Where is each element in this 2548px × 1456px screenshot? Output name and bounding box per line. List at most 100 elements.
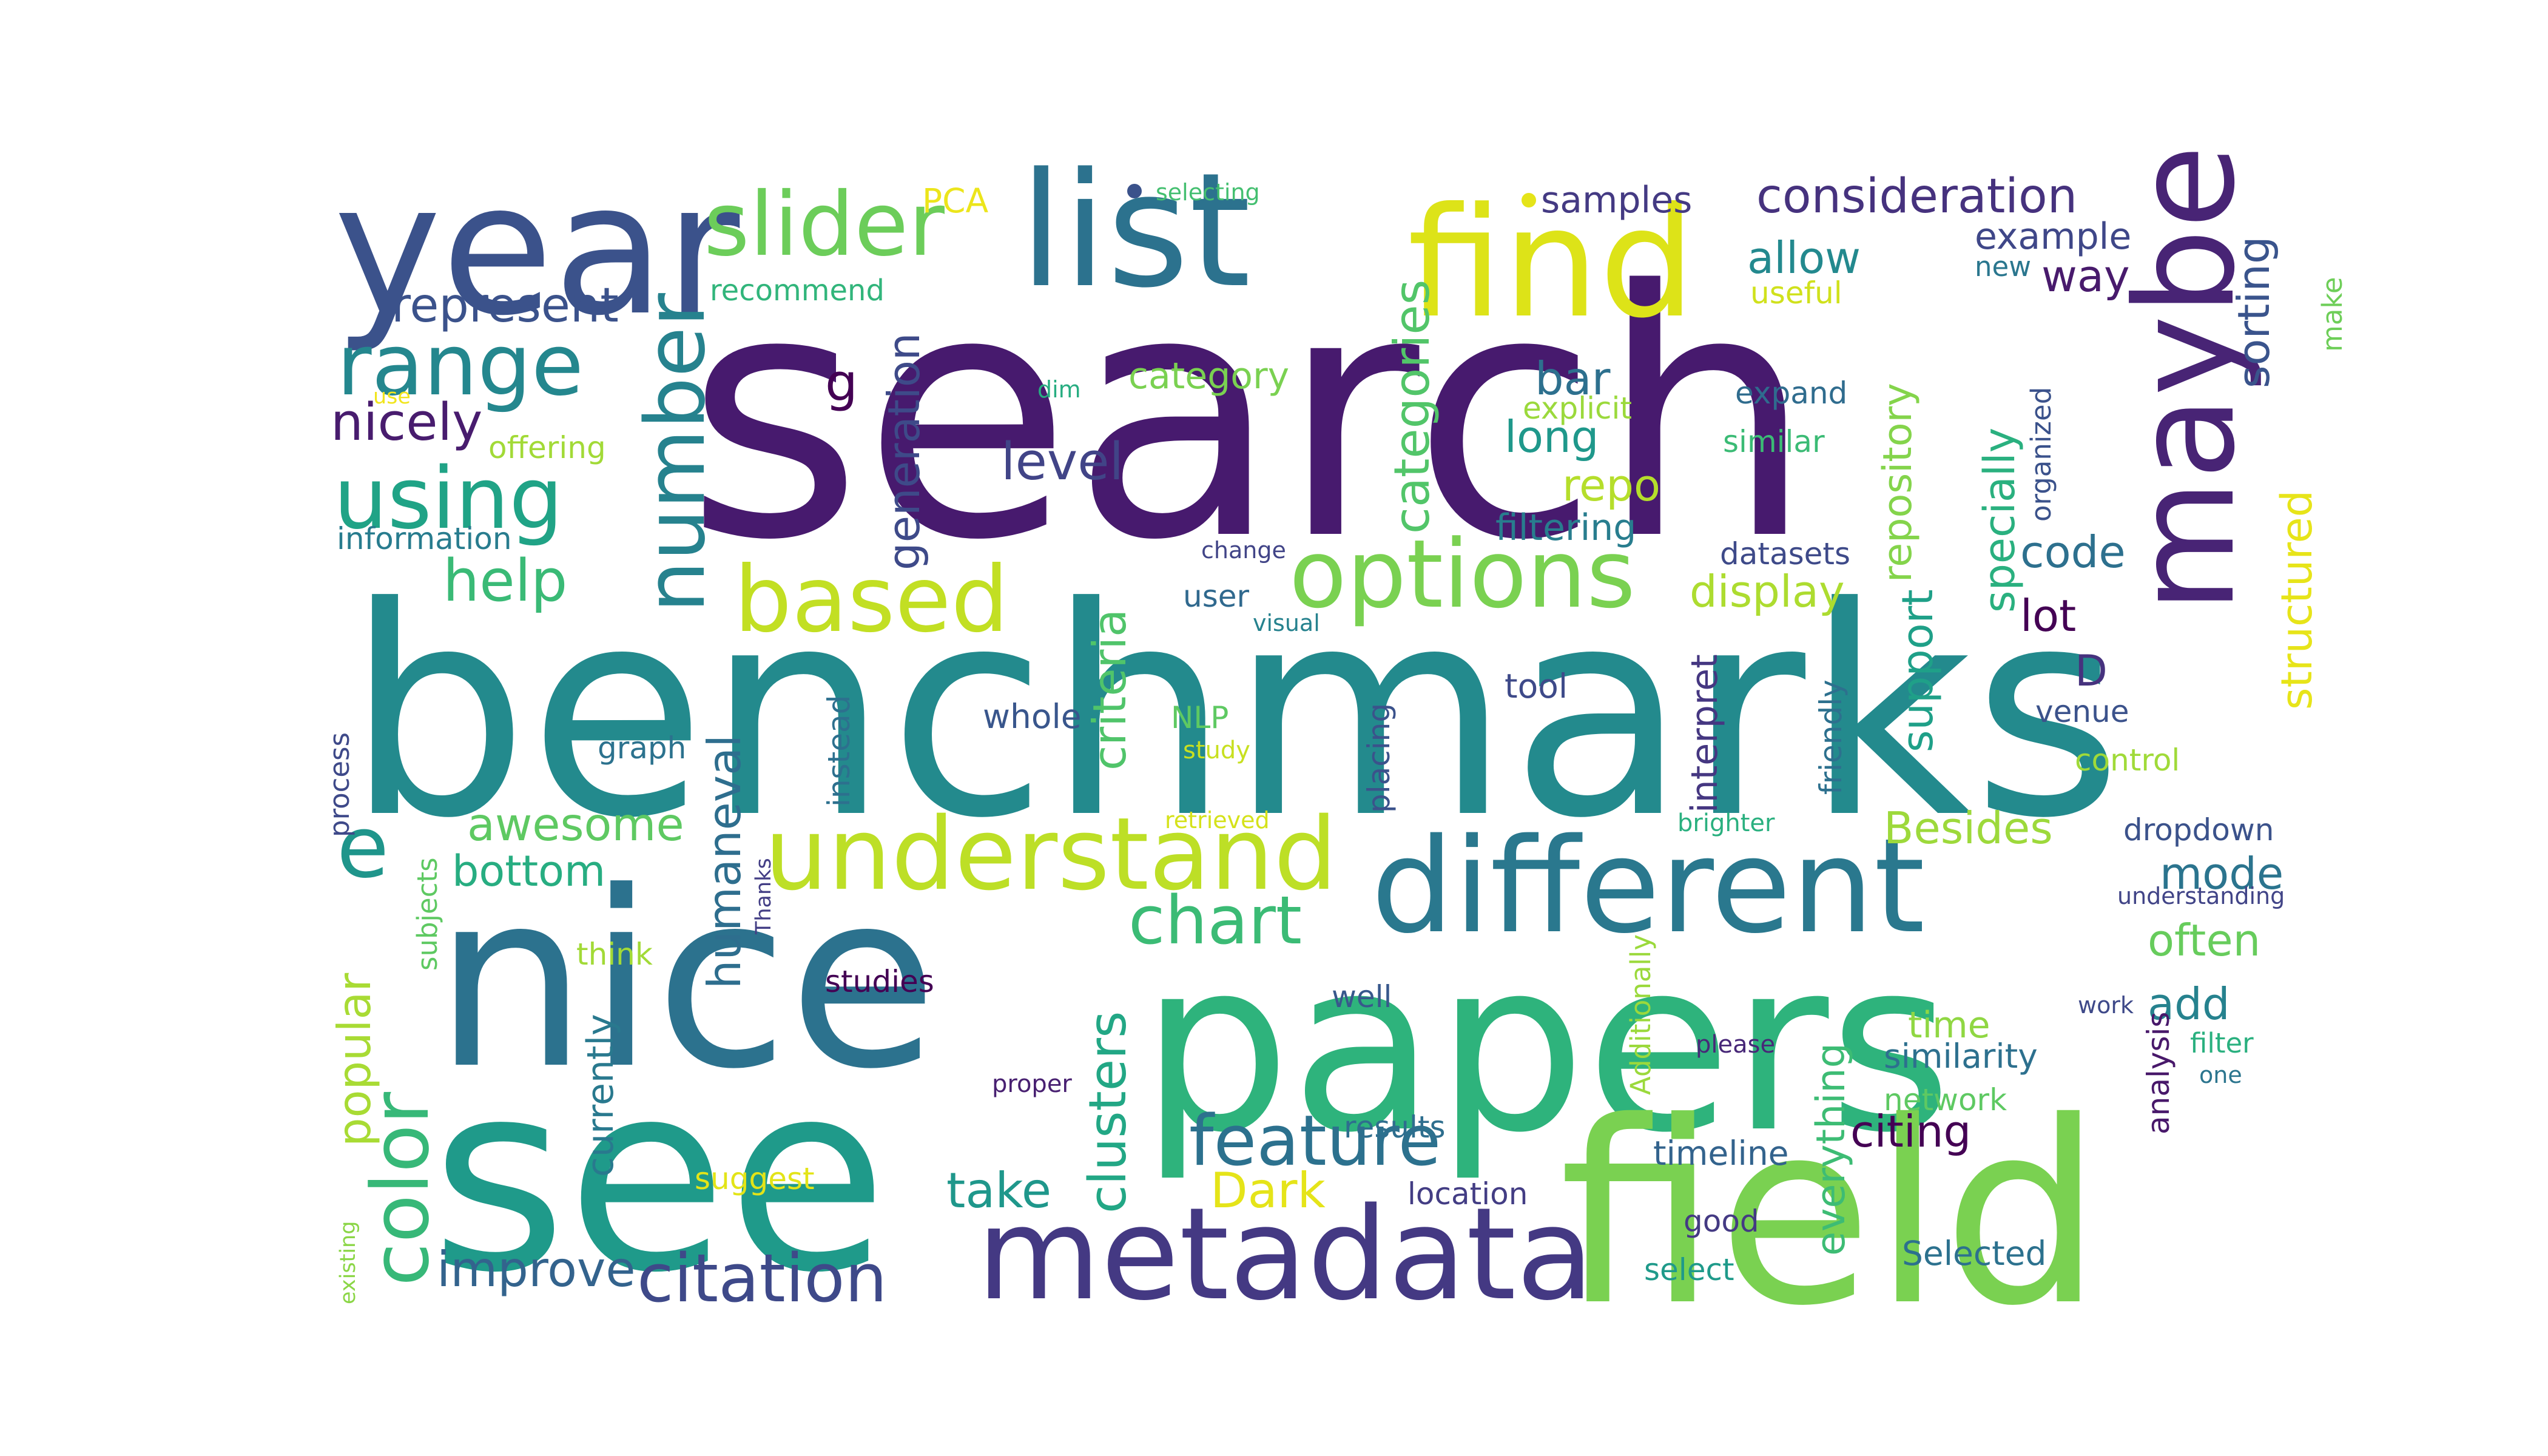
cloud-word-generation: generation bbox=[878, 332, 929, 570]
cloud-word-chart: chart bbox=[1128, 881, 1302, 959]
cloud-word-brighter: brighter bbox=[1677, 809, 1775, 837]
cloud-word-different: different bbox=[1371, 810, 1925, 962]
cloud-word-e: e bbox=[337, 798, 389, 897]
cloud-word-recommend: recommend bbox=[710, 274, 885, 308]
cloud-word-specially: specially bbox=[1975, 428, 2024, 613]
cloud-word-maybe: maybe bbox=[2106, 145, 2265, 613]
cloud-word-way: way bbox=[2041, 251, 2130, 302]
cloud-word-categories: categories bbox=[1384, 280, 1440, 534]
cloud-word-consideration: consideration bbox=[1756, 169, 2077, 224]
cloud-word-allow: allow bbox=[1747, 232, 1861, 283]
cloud-word-instead: instead bbox=[821, 695, 857, 807]
cloud-word-whole: whole bbox=[983, 697, 1082, 736]
cloud-word-expand: expand bbox=[1735, 376, 1847, 411]
cloud-word-category: category bbox=[1128, 355, 1289, 397]
cloud-word-benchmarks: benchmarks bbox=[346, 546, 2123, 881]
cloud-word-understand: understand bbox=[764, 796, 1337, 912]
cloud-word-please: please bbox=[1696, 1031, 1775, 1059]
cloud-word-take: take bbox=[946, 1162, 1051, 1219]
cloud-word-citing: citing bbox=[1850, 1106, 1971, 1157]
cloud-word-placing: placing bbox=[1361, 703, 1397, 813]
cloud-word-often: often bbox=[2148, 915, 2260, 966]
cloud-word-network: network bbox=[1884, 1082, 2007, 1117]
cloud-word-organized: organized bbox=[2025, 387, 2057, 522]
cloud-word-analysis: analysis bbox=[2141, 1012, 2176, 1134]
cloud-word-color: color bbox=[354, 1091, 447, 1286]
cloud-word-existing: existing bbox=[336, 1221, 360, 1304]
cloud-word-support: support bbox=[1893, 589, 1943, 752]
cloud-word-well: well bbox=[1332, 979, 1392, 1014]
cloud-word-subjects: subjects bbox=[411, 857, 443, 971]
decorative-dot bbox=[1127, 184, 1142, 198]
cloud-word-timeline: timeline bbox=[1653, 1134, 1789, 1173]
cloud-word-range: range bbox=[337, 316, 584, 415]
cloud-word-repo: repo bbox=[1562, 460, 1660, 511]
cloud-word-lot: lot bbox=[2020, 590, 2076, 641]
cloud-word-currently: currently bbox=[579, 1014, 622, 1177]
cloud-word-time: time bbox=[1908, 1004, 1990, 1046]
decorative-dot bbox=[1522, 193, 1536, 207]
cloud-word-good: good bbox=[1684, 1204, 1759, 1239]
cloud-word-based: based bbox=[734, 547, 1009, 653]
cloud-word-studies: studies bbox=[825, 964, 934, 999]
cloud-word-code: code bbox=[2020, 527, 2126, 578]
cloud-word-similar: similar bbox=[1723, 424, 1825, 459]
cloud-word-information: information bbox=[337, 521, 512, 556]
cloud-word-selecting: selecting bbox=[1156, 179, 1260, 206]
cloud-word-useful: useful bbox=[1750, 275, 1842, 311]
cloud-word-datasets: datasets bbox=[1720, 536, 1850, 571]
cloud-word-using: using bbox=[334, 450, 563, 548]
cloud-word-samples: samples bbox=[1541, 179, 1692, 221]
cloud-word-metadata: metadata bbox=[977, 1180, 1594, 1329]
cloud-word-select: select bbox=[1644, 1252, 1734, 1287]
cloud-word-explicit: explicit bbox=[1523, 391, 1632, 426]
cloud-word-display: display bbox=[1690, 566, 1845, 617]
cloud-word-retrieved: retrieved bbox=[1165, 807, 1270, 834]
cloud-word-feature: feature bbox=[1189, 1100, 1441, 1182]
cloud-word-add: add bbox=[2148, 979, 2230, 1030]
cloud-word-control: control bbox=[2075, 743, 2180, 778]
cloud-word-d: D bbox=[2075, 646, 2108, 696]
cloud-word-slider: slider bbox=[704, 174, 945, 276]
cloud-word-nicely: nicely bbox=[331, 393, 482, 453]
cloud-word-graph: graph bbox=[598, 730, 686, 766]
cloud-word-repository: repository bbox=[1875, 383, 1921, 582]
cloud-word-results: results bbox=[1344, 1110, 1446, 1145]
cloud-word-options: options bbox=[1289, 519, 1636, 629]
cloud-word-make: make bbox=[2316, 277, 2348, 352]
cloud-word-level: level bbox=[1001, 432, 1124, 492]
cloud-word-improve: improve bbox=[437, 1241, 636, 1298]
cloud-word-study: study bbox=[1183, 736, 1250, 764]
cloud-word-nlp: NLP bbox=[1171, 700, 1228, 735]
cloud-word-list: list bbox=[1019, 140, 1251, 323]
cloud-word-work: work bbox=[2078, 992, 2134, 1019]
cloud-word-friendly: friendly bbox=[1813, 679, 1849, 795]
cloud-word-suggest: suggest bbox=[695, 1161, 815, 1196]
cloud-word-think: think bbox=[576, 937, 653, 972]
cloud-word-sorting: sorting bbox=[2228, 236, 2279, 388]
cloud-word-venue: venue bbox=[2035, 694, 2129, 729]
cloud-word-dark: Dark bbox=[1210, 1162, 1326, 1219]
cloud-word-use: use bbox=[373, 385, 411, 409]
cloud-word-filtering: filtering bbox=[1495, 507, 1636, 549]
cloud-word-represent: represent bbox=[391, 278, 619, 333]
cloud-word-nice: nice bbox=[434, 840, 938, 1122]
cloud-word-tool: tool bbox=[1505, 667, 1568, 706]
cloud-word-number: number bbox=[628, 293, 723, 613]
cloud-word-field: field bbox=[1559, 1068, 2102, 1361]
cloud-word-change: change bbox=[1201, 537, 1286, 564]
cloud-word-criteria: criteria bbox=[1083, 609, 1136, 770]
cloud-word-new: new bbox=[1975, 251, 2031, 283]
cloud-word-citation: citation bbox=[637, 1239, 887, 1317]
cloud-word-mode: mode bbox=[2160, 848, 2283, 899]
cloud-word-selected: Selected bbox=[1902, 1234, 2046, 1273]
cloud-word-user: user bbox=[1183, 579, 1250, 614]
cloud-word-visual: visual bbox=[1253, 610, 1320, 636]
cloud-word-humaneval: humaneval bbox=[698, 735, 751, 989]
cloud-word-filter: filter bbox=[2190, 1027, 2254, 1059]
cloud-word-popular: popular bbox=[328, 973, 381, 1147]
cloud-word-year: year bbox=[334, 144, 742, 356]
cloud-word-offering: offering bbox=[488, 430, 606, 465]
cloud-word-search: search bbox=[686, 219, 1814, 615]
